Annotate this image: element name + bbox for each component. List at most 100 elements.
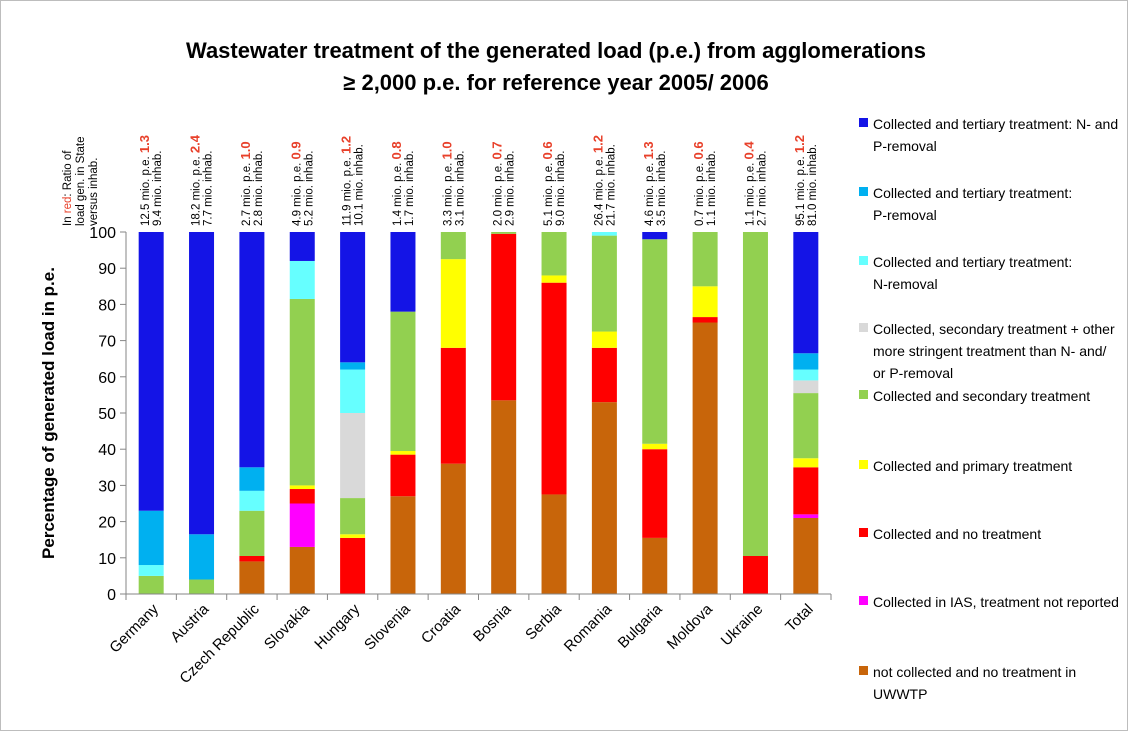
x-tick-label: Serbia <box>522 600 565 643</box>
bar-segment <box>642 239 668 444</box>
note-part: red <box>62 197 74 214</box>
y-tick-label: 20 <box>98 515 116 532</box>
annotation-ratio: 1.2 <box>339 136 354 154</box>
legend-label: Collected and tertiary treatment: P-remo… <box>873 185 1076 223</box>
bar-segment <box>340 498 366 535</box>
legend-swatch <box>859 187 868 196</box>
legend-label: Collected in IAS, treatment not reported <box>873 594 1119 610</box>
y-tick-label: 80 <box>98 297 116 314</box>
annotation-load: 2.7 mio. p.e. <box>241 163 253 226</box>
annotation-inhab: 9.4 mio. inhab. <box>152 151 164 226</box>
x-tick-label: Croatia <box>418 600 465 647</box>
annotation-inhab: 1.1 mio. inhab. <box>706 151 718 226</box>
x-tick-label: Austria <box>167 600 212 645</box>
annotation: 18.2 mio. p.e. 2.4 <box>188 134 203 226</box>
bar-segment <box>793 369 819 381</box>
bar-segment <box>340 537 366 594</box>
x-tick-label: Germany <box>106 600 162 656</box>
bar-segment <box>642 449 668 538</box>
bar-segment <box>692 232 718 287</box>
bar-segment <box>440 347 466 464</box>
annotation-ratio: 0.8 <box>389 141 404 159</box>
note: In red: Ratio of <box>62 150 74 226</box>
annotation-load: 26.4 mio. p.e. <box>593 156 605 226</box>
bar-segment <box>491 233 517 401</box>
bar-segment <box>239 467 265 491</box>
annotation: 95.1 mio. p.e. 1.2 <box>792 135 807 226</box>
legend-label: Collected, secondary treatment + other m… <box>873 321 1119 381</box>
bar-segment <box>692 322 718 594</box>
y-tick-label: 90 <box>98 261 116 278</box>
bar-segment <box>239 555 265 562</box>
note: load gen. in State <box>75 136 87 226</box>
bar-segment <box>591 235 617 332</box>
annotation-load: 95.1 mio. p.e. <box>795 156 807 226</box>
bar-segment <box>793 514 819 518</box>
legend-swatch <box>859 666 868 675</box>
annotation: 4.6 mio. p.e. 1.3 <box>641 141 656 226</box>
bar-segment <box>289 485 315 490</box>
y-tick-label: 60 <box>98 370 116 387</box>
annotation-load: 4.9 mio. p.e. <box>291 163 303 226</box>
annotation: 1.1 mio. p.e. 0.4 <box>741 141 756 226</box>
annotation-inhab: 2.7 mio. inhab. <box>756 151 768 226</box>
bar-segment <box>440 232 466 260</box>
annotation-load: 12.5 mio. p.e. <box>140 156 152 226</box>
legend-swatch <box>859 323 868 332</box>
legend-swatch <box>859 596 868 605</box>
annotation-load: 3.3 mio. p.e. <box>442 163 454 226</box>
bar-segment <box>189 534 215 580</box>
bar-segment <box>692 317 718 323</box>
legend-label: not collected and no treatment in UWWTP <box>873 664 1080 702</box>
bar-segment <box>239 561 265 594</box>
x-tick-label: Bulgaria <box>615 600 666 651</box>
bar-segment <box>390 454 416 497</box>
x-tick-label: Bosnia <box>470 600 515 645</box>
bar-segment <box>742 555 768 594</box>
annotation-ratio: 0.6 <box>540 141 555 159</box>
bar-segment <box>793 467 819 515</box>
bar-segment <box>541 494 567 594</box>
annotation-inhab: 2.9 mio. inhab. <box>505 151 517 226</box>
annotation-inhab: 2.8 mio. inhab. <box>253 151 265 226</box>
x-tick-label: Romania <box>561 600 616 655</box>
note-part: versus inhab. <box>88 158 100 226</box>
bar-segment <box>289 298 315 486</box>
x-tick-label: Total <box>782 601 816 635</box>
bar-segment <box>793 458 819 468</box>
bar-segment <box>692 286 718 318</box>
annotation: 11.9 mio. p.e. 1.2 <box>339 136 354 226</box>
annotation-ratio: 1.0 <box>439 141 454 159</box>
bar-segment <box>491 400 517 594</box>
annotation-ratio: 1.3 <box>137 135 152 153</box>
legend-label: Collected and tertiary treatment: N-remo… <box>873 254 1076 292</box>
bar-segment <box>591 331 617 348</box>
annotation-ratio: 0.7 <box>490 141 505 159</box>
y-tick-label: 70 <box>98 334 116 351</box>
annotation: 2.0 mio. p.e. 0.7 <box>490 141 505 226</box>
note-part: load gen. in State <box>75 136 87 226</box>
x-tick-label: Slovakia <box>261 600 314 653</box>
annotation: 12.5 mio. p.e. 1.3 <box>137 135 152 226</box>
annotation-inhab: 7.7 mio. inhab. <box>203 151 215 226</box>
bar-segment <box>541 275 567 283</box>
annotation-ratio: 1.0 <box>238 141 253 159</box>
chart-title: ≥ 2,000 p.e. for reference year 2005/ 20… <box>343 70 768 95</box>
bar-segment <box>340 362 366 370</box>
bar-segment <box>390 232 416 312</box>
bar-segment <box>642 232 668 240</box>
bar-segment <box>239 232 265 468</box>
annotation: 0.7 mio. p.e. 0.6 <box>691 141 706 226</box>
x-tick-label: Moldova <box>664 600 717 653</box>
bar-segment <box>239 510 265 556</box>
bar-segment <box>541 282 567 495</box>
y-axis-label: Percentage of generated load in p.e. <box>39 267 58 559</box>
bar-segment <box>289 489 315 504</box>
bar-segment <box>642 537 668 594</box>
bar-segment <box>289 503 315 547</box>
note-part: In <box>62 213 74 226</box>
bar-segment <box>340 369 366 413</box>
bar-segment <box>390 451 416 455</box>
